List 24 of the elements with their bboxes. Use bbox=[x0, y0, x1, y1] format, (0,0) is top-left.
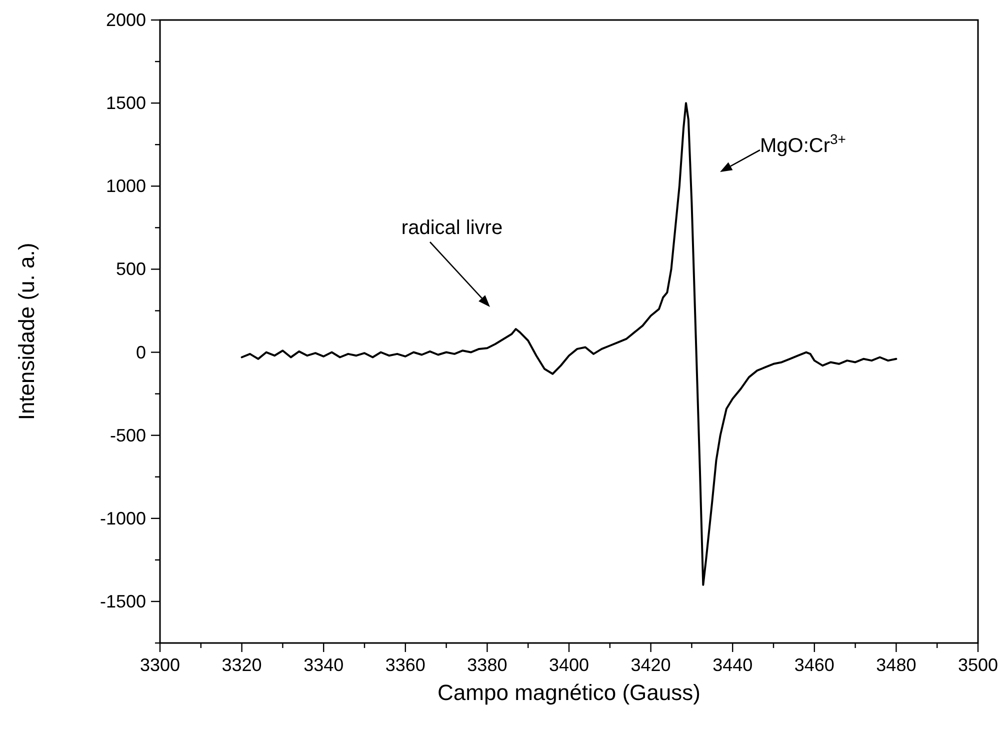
y-tick-label: 500 bbox=[116, 259, 146, 280]
x-tick-label: 3420 bbox=[630, 655, 671, 675]
x-tick-label: 3500 bbox=[958, 655, 998, 675]
line-series bbox=[240, 102, 898, 586]
y-tick-label: -500 bbox=[110, 425, 146, 446]
y-tick-label: -1000 bbox=[100, 508, 146, 528]
x-tick-label: 3340 bbox=[304, 655, 344, 675]
annotation: radical livre bbox=[401, 217, 503, 239]
x-tick-label: 3360 bbox=[385, 655, 426, 675]
x-axis-title: Campo magnético (Gauss) bbox=[438, 680, 700, 705]
x-tick-label: 3440 bbox=[712, 655, 753, 675]
y-tick-label: 0 bbox=[136, 342, 146, 362]
x-tick-label: 3380 bbox=[467, 655, 508, 675]
y-tick-label: 1000 bbox=[106, 176, 146, 196]
annotation: MgO:Cr$^{3+}$ bbox=[760, 131, 846, 157]
x-tick-label: 3320 bbox=[222, 655, 262, 675]
y-axis-title: Intensidade (u. a.) bbox=[14, 242, 39, 420]
y-tick-label: 2000 bbox=[106, 10, 146, 30]
x-tick-label: 3300 bbox=[140, 655, 180, 675]
x-tick-label: 3480 bbox=[876, 655, 916, 675]
x-tick-label: 3400 bbox=[548, 655, 590, 675]
y-tick-label: 1500 bbox=[106, 93, 146, 114]
y-tick-label: -1500 bbox=[100, 591, 146, 612]
x-tick-label: 3460 bbox=[794, 655, 834, 675]
